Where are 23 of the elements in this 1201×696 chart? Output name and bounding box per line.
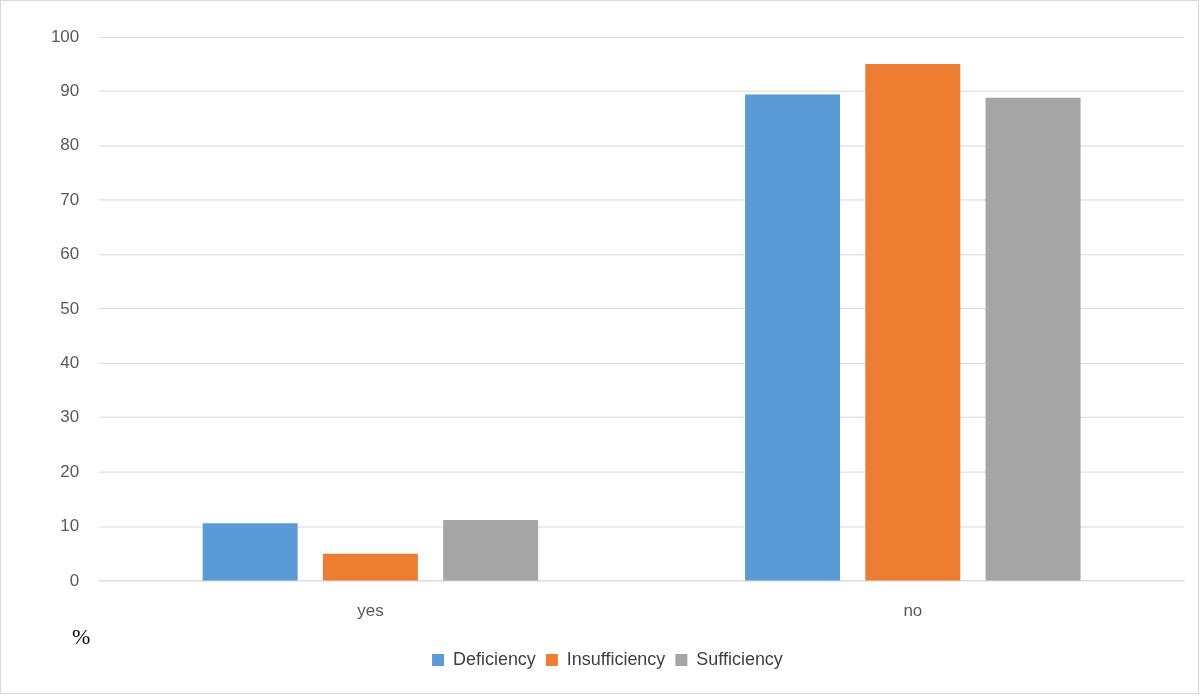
y-tick-label: 10 [60,516,80,536]
bar [865,64,961,581]
y-tick-label: 30 [60,407,80,427]
x-tick-label: yes [357,600,384,620]
y-tick-label: 90 [60,80,80,100]
bar [202,523,298,581]
bar [443,519,539,581]
y-tick-label: 40 [60,353,80,372]
y-tick-label: 80 [60,135,80,155]
y-tick-label: 70 [60,189,80,209]
y-tick-label: 0 [69,570,80,590]
legend-label: Sufficiency [696,649,783,670]
y-tick-label: 100 [50,26,80,46]
y-tick-label: 20 [60,461,80,481]
legend-label: Deficiency [453,649,536,670]
y-axis-title: % [72,623,91,649]
bar [985,97,1081,581]
x-tick-label: no [903,600,923,620]
bar [745,94,841,581]
y-tick-label: 50 [60,298,80,318]
legend-label: Insufficiency [566,649,666,670]
y-tick-label: 60 [60,244,80,264]
bar [322,553,418,581]
